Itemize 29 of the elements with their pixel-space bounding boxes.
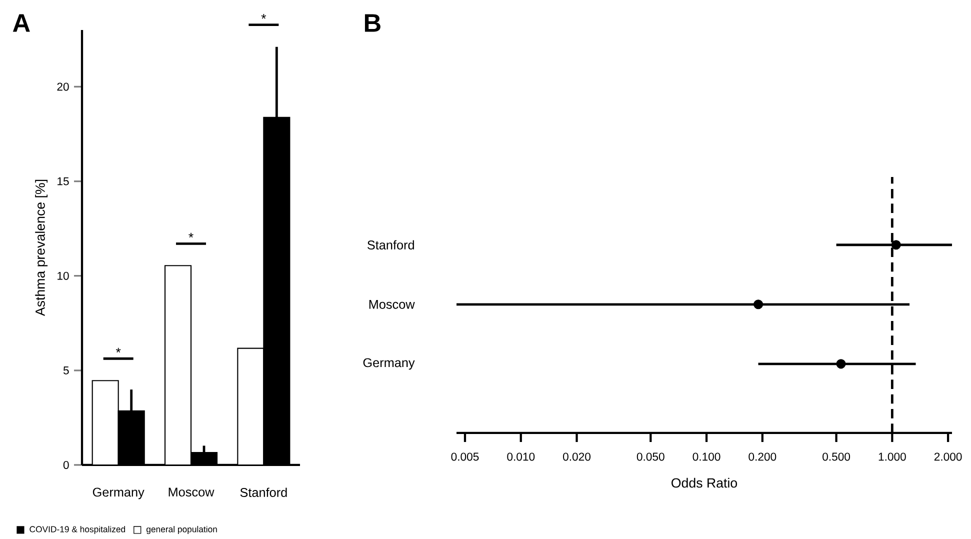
y-tick-label: 20 [57,82,69,91]
y-tick-label: 5 [63,366,69,374]
x-tick-label: 0.500 [822,452,850,461]
legend-label: COVID-19 & hospitalized [30,526,126,534]
legend-label: general population [146,526,217,534]
y-tick-label: Moscow [369,300,415,309]
x-tick-label: 1.000 [878,452,906,461]
y-tick-label: Stanford [368,240,414,250]
x-tick-label: 0.010 [507,452,535,461]
annotation: * [116,348,121,353]
x-tick-label: 0.050 [636,452,664,461]
chart-title: B [364,14,380,32]
text: * [261,14,266,19]
y-tick-label: Germany [363,358,415,370]
x-tick-label: 2.000 [934,452,962,461]
x-tick-label: 0.005 [451,452,479,461]
y-tick-label: 15 [58,177,69,186]
chart-title: A [12,14,30,32]
y-tick-label: 10 [58,272,69,280]
x-tick-label: Stanford [240,488,287,497]
x-tick-label: 0.020 [563,452,590,461]
x-tick-label: 0.200 [748,452,776,461]
x-tick-label: Germany [92,488,144,500]
y-axis-title: Asthma prevalence [%] [35,180,48,316]
y-tick-label: 0 [63,460,69,469]
x-tick-label: 0.100 [692,452,720,461]
annotation: * [188,232,194,238]
x-tick-label: Moscow [168,488,214,497]
x-axis-title: Odds Ratio [672,478,738,488]
